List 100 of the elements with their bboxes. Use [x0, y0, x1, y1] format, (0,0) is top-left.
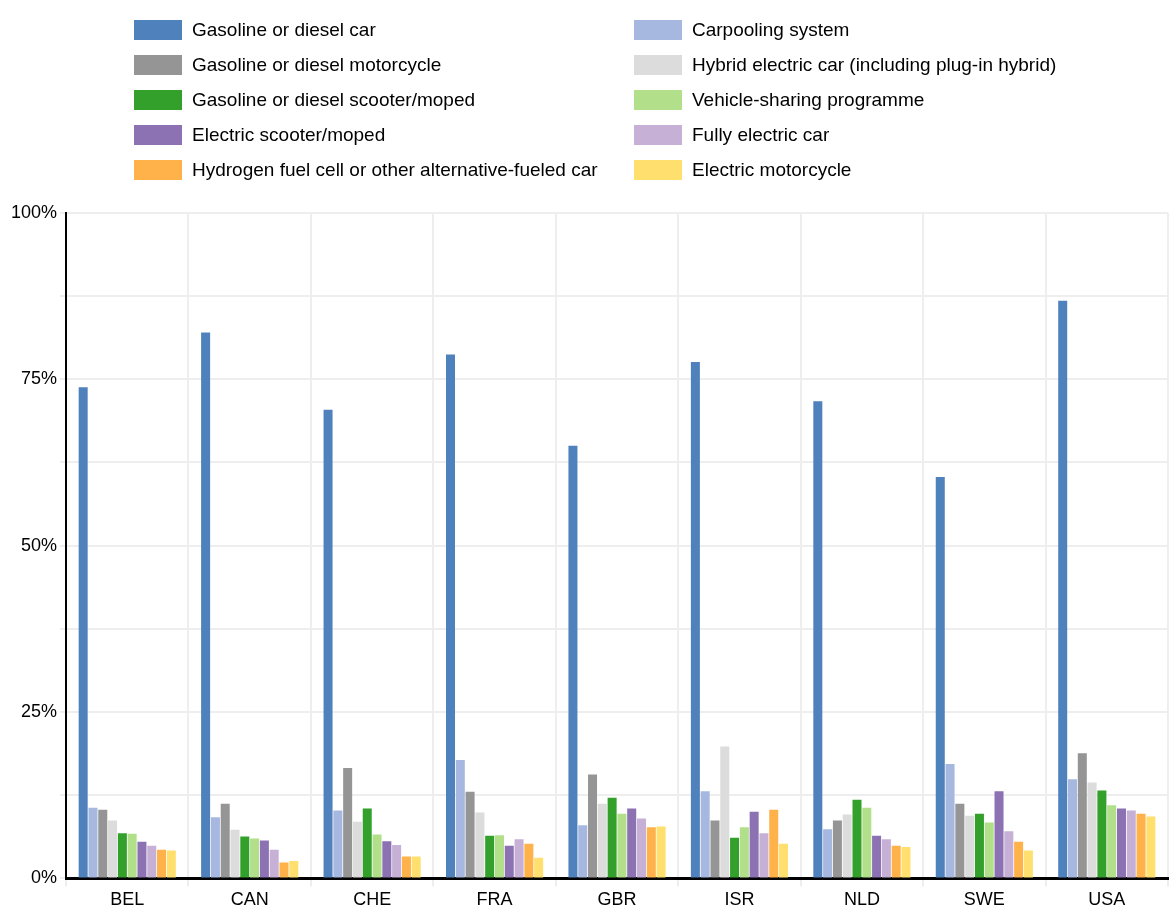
bar	[343, 767, 353, 878]
x-tick-label: ISR	[724, 889, 755, 910]
bar	[166, 850, 176, 878]
bar	[78, 387, 88, 878]
bar	[1058, 300, 1068, 878]
bar	[240, 836, 250, 878]
x-tick-label: NLD	[843, 889, 880, 910]
x-tick-label: BEL	[110, 889, 145, 910]
bar	[117, 833, 127, 878]
bar	[210, 817, 220, 878]
bar	[88, 807, 98, 878]
bar	[382, 841, 392, 878]
bar	[504, 845, 514, 878]
bar	[411, 856, 421, 878]
bar	[901, 847, 911, 878]
bar	[656, 826, 666, 878]
bar	[534, 857, 544, 878]
bar	[1077, 753, 1087, 878]
bar	[108, 820, 118, 878]
bar	[230, 829, 240, 878]
bar	[690, 361, 700, 878]
bar	[362, 808, 372, 878]
bar	[813, 401, 823, 878]
bar	[769, 809, 779, 878]
bar	[1014, 841, 1024, 878]
bar	[891, 845, 901, 878]
legend-label: Vehicle-sharing programme	[692, 88, 925, 111]
bar	[588, 774, 598, 878]
bar	[832, 820, 842, 878]
bar	[455, 759, 465, 878]
bar	[974, 813, 984, 878]
x-tick-label: USA	[1088, 889, 1126, 910]
bar	[279, 862, 289, 878]
bar	[1126, 810, 1136, 878]
bar	[872, 835, 882, 878]
bar	[514, 839, 524, 878]
legend-label: Hydrogen fuel cell or other alternative-fueled car	[192, 158, 598, 181]
bar	[862, 807, 872, 878]
bar	[1136, 813, 1146, 878]
bar	[137, 841, 147, 878]
bar	[1067, 779, 1077, 878]
bar	[524, 843, 534, 878]
bar	[147, 845, 157, 878]
bar	[749, 811, 759, 878]
y-tick-label: 100%	[10, 201, 58, 222]
bar	[392, 845, 402, 878]
bar	[568, 445, 578, 878]
y-tick-label: 25%	[21, 700, 58, 721]
bar	[475, 812, 485, 878]
x-tick-label: CHE	[353, 889, 392, 910]
bar	[994, 791, 1004, 878]
bar	[445, 354, 456, 878]
bar	[935, 477, 945, 878]
bar	[98, 809, 108, 878]
bar	[323, 409, 333, 878]
bar	[1023, 850, 1033, 878]
bar	[720, 746, 730, 878]
bar	[220, 803, 230, 878]
legend-label: Electric motorcycle	[692, 158, 852, 181]
legend-label: Gasoline or diesel scooter/moped	[192, 88, 476, 111]
bar	[485, 835, 495, 878]
bar	[852, 799, 862, 878]
bar	[1107, 805, 1117, 878]
bar	[823, 829, 833, 878]
bar	[372, 834, 382, 878]
bar	[646, 827, 656, 878]
legend-label: Gasoline or diesel car	[192, 18, 376, 41]
bar	[259, 840, 269, 878]
bar	[269, 849, 279, 878]
bar	[289, 861, 299, 878]
x-tick-label: SWE	[963, 889, 1005, 910]
x-tick-label: CAN	[230, 889, 269, 910]
bar	[578, 825, 588, 878]
y-tick-label: 50%	[21, 534, 58, 555]
bar	[627, 808, 637, 878]
bar	[984, 822, 994, 878]
bar	[494, 835, 504, 878]
bar	[352, 821, 362, 878]
bar	[710, 820, 720, 878]
bar	[597, 803, 607, 878]
bar	[333, 810, 343, 878]
bar	[700, 791, 710, 878]
bar	[637, 818, 647, 878]
legend-label: Gasoline or diesel motorcycle	[192, 53, 442, 76]
bar	[945, 763, 955, 878]
bar	[157, 849, 167, 878]
x-tick-label: FRA	[476, 889, 513, 910]
bar	[965, 815, 975, 878]
bar	[250, 838, 260, 878]
bar	[759, 833, 769, 878]
bar	[842, 814, 852, 878]
bar	[401, 856, 411, 878]
bar	[607, 797, 617, 878]
bar	[739, 827, 749, 878]
bar	[881, 839, 891, 878]
bar	[465, 791, 475, 878]
legend-label: Hybrid electric car (including plug-in hybrid)	[692, 53, 1057, 76]
legend-label: Carpooling system	[692, 18, 850, 41]
bar	[617, 813, 627, 878]
bar	[1097, 790, 1107, 878]
